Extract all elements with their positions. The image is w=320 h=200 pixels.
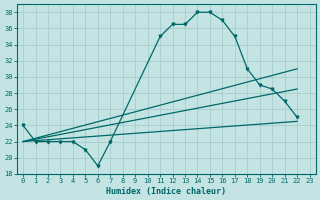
X-axis label: Humidex (Indice chaleur): Humidex (Indice chaleur)	[106, 187, 226, 196]
